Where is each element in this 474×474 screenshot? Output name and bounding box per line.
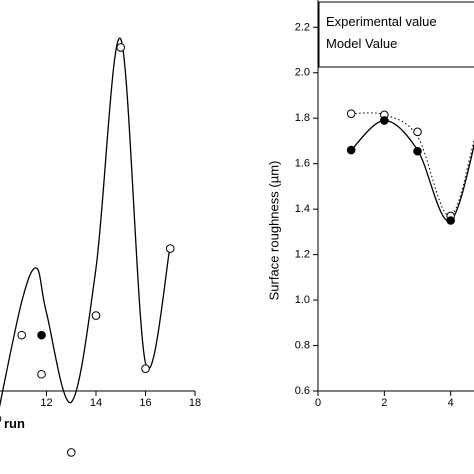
right-y-tick-label: 2.2 — [295, 21, 310, 33]
right-model-point — [413, 127, 422, 137]
right-experimental-curve — [350, 119, 474, 222]
right-y-tick-label: 2.0 — [295, 67, 310, 79]
legend-box — [318, 1, 474, 68]
left-open-point — [91, 311, 101, 320]
right-y-tick-label: 1.4 — [295, 203, 310, 215]
right-model-point — [346, 109, 356, 118]
left-open-point — [141, 364, 150, 373]
left-x-tick-label: 14 — [90, 397, 102, 409]
left-open-point — [66, 448, 76, 457]
left-x-tick-label: 12 — [40, 397, 52, 409]
left-open-point — [0, 415, 2, 423]
right-y-tick-label: 1.2 — [295, 249, 310, 261]
right-y-tick-label: 0.8 — [295, 340, 310, 352]
left-x-tick-label: 18 — [189, 397, 201, 409]
right-y-tick-label: 0.6 — [295, 385, 310, 397]
left-x-axis-title: run — [4, 416, 25, 431]
left-x-tick-label: 16 — [139, 397, 151, 409]
legend-entry: Experimental value — [326, 14, 437, 29]
legend: Experimental value Model Value — [318, 1, 474, 68]
left-filled-point — [37, 330, 46, 340]
right-y-tick-label: 1.6 — [295, 158, 310, 170]
right-model-curve — [351, 112, 474, 217]
right-experimental-point — [446, 216, 455, 225]
right-experimental-point — [346, 145, 356, 155]
legend-entry: Model Value — [326, 36, 397, 51]
right-chart: 0.60.81.01.21.41.61.82.02.20246Surface r… — [267, 0, 474, 409]
left-open-point — [116, 43, 126, 52]
right-experimental-point — [413, 146, 422, 156]
right-x-tick-label: 2 — [381, 397, 387, 409]
left-chart: 12 14 16 18 run — [0, 37, 201, 457]
left-open-point — [17, 330, 27, 340]
left-open-point — [165, 244, 175, 253]
left-series-curve — [0, 37, 171, 408]
right-x-tick-label: 0 — [315, 397, 321, 409]
right-y-tick-label: 1.8 — [295, 112, 310, 124]
right-experimental-point — [380, 116, 389, 125]
left-open-point — [37, 369, 46, 379]
right-y-axis-title: Surface roughness (µm) — [267, 161, 282, 301]
right-x-tick-label: 4 — [448, 397, 454, 409]
right-y-tick-label: 1.0 — [295, 294, 310, 306]
